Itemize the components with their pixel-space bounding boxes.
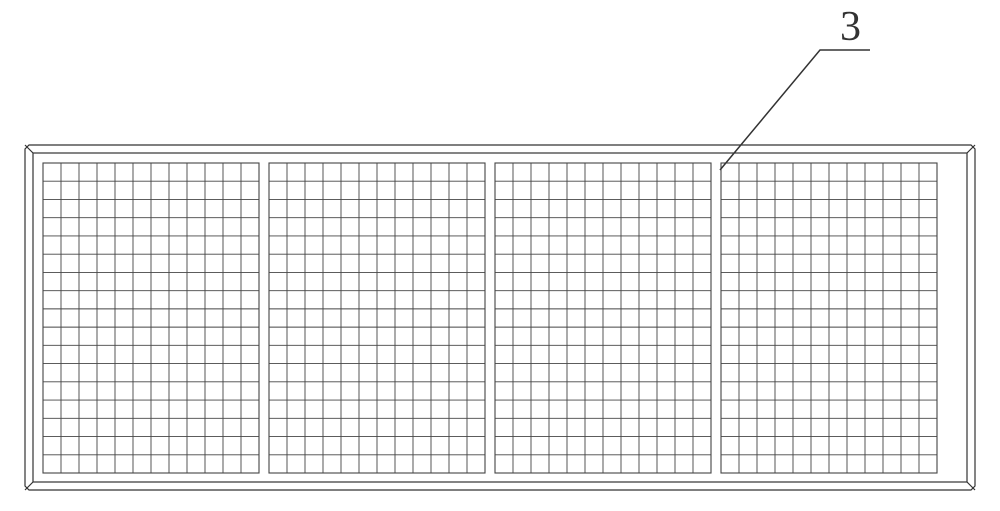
frame-mitre bbox=[967, 145, 975, 153]
callout-leader bbox=[720, 50, 870, 170]
grid-panel bbox=[495, 163, 711, 473]
callout-label: 3 bbox=[840, 4, 861, 50]
grid-panel bbox=[43, 163, 259, 473]
inner-frame bbox=[33, 153, 967, 482]
frame-mitre bbox=[967, 482, 975, 490]
frame-mitre bbox=[25, 145, 33, 153]
grid-panel bbox=[721, 163, 937, 473]
figure: 3 bbox=[0, 0, 1000, 511]
frame-mitre bbox=[25, 482, 33, 490]
grid-panel bbox=[269, 163, 485, 473]
outer-frame bbox=[25, 145, 975, 490]
